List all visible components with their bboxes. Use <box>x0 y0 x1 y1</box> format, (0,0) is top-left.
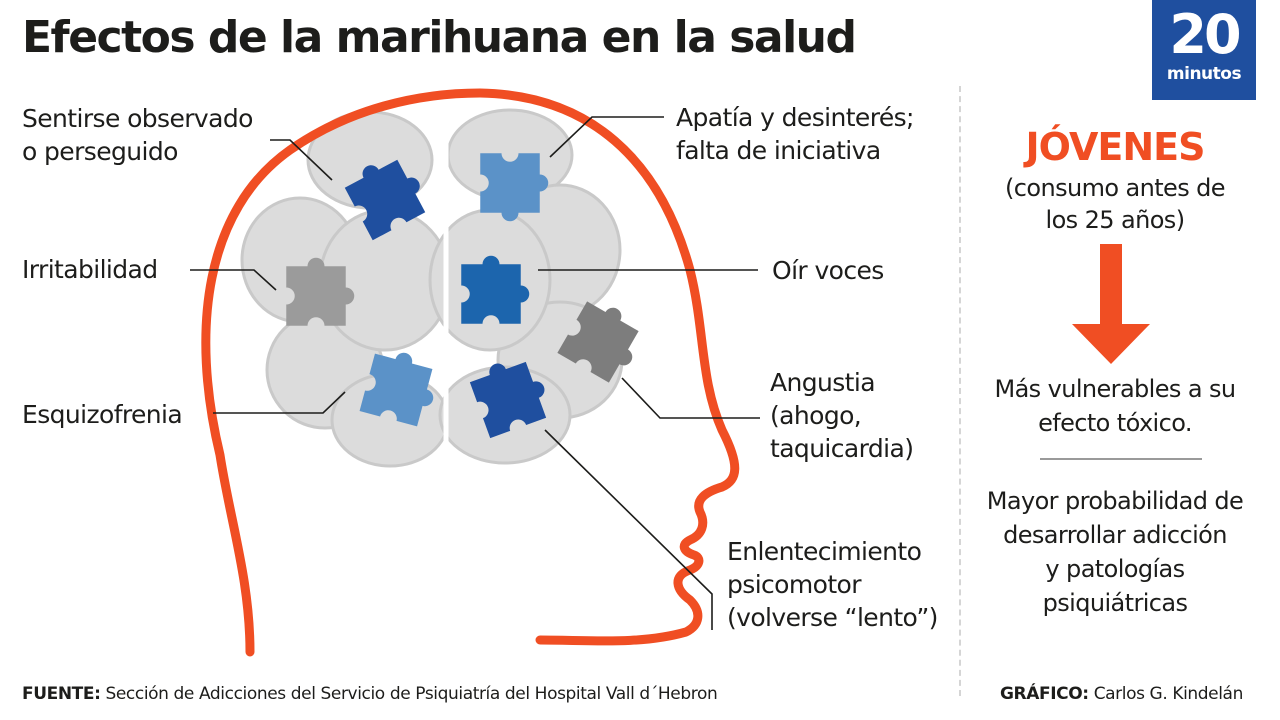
label-perseguido-line2: o perseguido <box>22 137 178 166</box>
sidebar-subheading: (consumo antes de los 25 años) <box>965 172 1265 236</box>
logo-word: minutos <box>1166 64 1242 84</box>
sidebar-heading: JÓVENES <box>1025 125 1206 169</box>
footer-credit: GRÁFICO: Carlos G. Kindelán <box>1000 684 1243 704</box>
sidebar-vulnerable-line1: Más vulnerables a su <box>994 375 1236 403</box>
footer-credit-label: GRÁFICO: <box>1000 684 1089 704</box>
leader-perseguido <box>270 139 333 181</box>
label-enlentecimiento-line1: Enlentecimiento <box>727 537 922 566</box>
label-apatia-line1: Apatía y desinterés; <box>676 103 914 132</box>
footer-source-label: FUENTE: <box>22 684 101 704</box>
leader-irritabilidad <box>190 269 277 291</box>
label-angustia-line3: taquicardia) <box>770 434 914 463</box>
puzzle-piece-apatia <box>480 153 549 222</box>
label-enlentecimiento-line2: psicomotor <box>727 570 862 599</box>
footer-source: FUENTE: Sección de Adicciones del Servic… <box>22 684 718 704</box>
label-angustia: Angustia (ahogo, taquicardia) <box>770 366 914 465</box>
head-diagram <box>190 88 760 657</box>
sidebar-vulnerable: Más vulnerables a su efecto tóxico. <box>965 372 1265 440</box>
puzzle-piece-voces <box>461 255 530 324</box>
logo-number: 20 <box>1169 3 1241 66</box>
label-esquizofrenia: Esquizofrenia <box>22 400 183 429</box>
label-voces: Oír voces <box>772 256 884 285</box>
label-angustia-line1: Angustia <box>770 368 876 397</box>
label-angustia-line2: (ahogo, <box>770 401 862 430</box>
footer-credit-text: Carlos G. Kindelán <box>1093 684 1244 704</box>
footer-source-text: Sección de Adicciones del Servicio de Ps… <box>105 684 718 704</box>
column-divider <box>959 86 961 696</box>
down-arrow-icon <box>1072 244 1150 364</box>
sidebar-subheading-line2: los 25 años) <box>1045 206 1186 234</box>
label-irritabilidad: Irritabilidad <box>22 255 158 284</box>
sidebar-addiction-line1: Mayor probabilidad de <box>986 487 1244 515</box>
leader-apatia <box>549 116 664 158</box>
leader-lines <box>190 116 760 630</box>
sidebar-separator <box>1040 458 1202 460</box>
sidebar-subheading-line1: (consumo antes de <box>1005 174 1225 202</box>
sidebar-addiction-line2: desarrollar adicción <box>1003 521 1227 549</box>
label-apatia-line2: falta de iniciativa <box>676 136 881 165</box>
puzzle-piece-irritabilidad <box>286 257 355 326</box>
sidebar-vulnerable-line2: efecto tóxico. <box>1038 409 1192 437</box>
leader-esquizofrenia <box>213 391 346 414</box>
leader-enlentecimiento <box>544 429 713 630</box>
brand-logo: 20 minutos <box>1152 0 1256 100</box>
leader-angustia <box>621 377 760 419</box>
sidebar-addiction: Mayor probabilidad de desarrollar adicci… <box>965 484 1265 620</box>
label-enlentecimiento-line3: (volverse “lento”) <box>727 603 938 632</box>
label-perseguido-line1: Sentirse observado <box>22 104 253 133</box>
label-perseguido: Sentirse observado o perseguido <box>22 102 253 168</box>
sidebar-addiction-line4: psiquiátricas <box>1042 589 1188 617</box>
sidebar-addiction-line3: y patologías <box>1045 555 1185 583</box>
label-enlentecimiento: Enlentecimiento psicomotor (volverse “le… <box>727 535 938 634</box>
page-title: Efectos de la marihuana en la salud <box>22 12 857 63</box>
label-apatia: Apatía y desinterés; falta de iniciativa <box>676 101 914 167</box>
